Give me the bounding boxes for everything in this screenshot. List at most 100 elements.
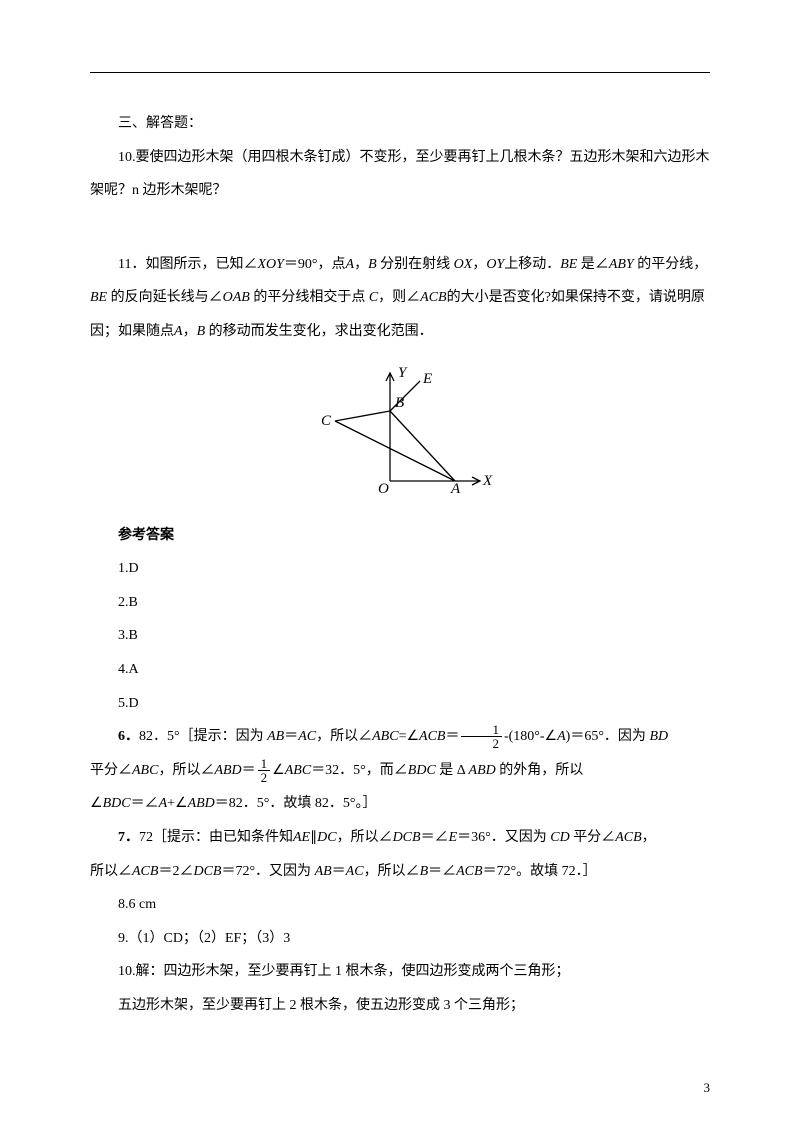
var: E xyxy=(449,830,458,845)
text: 是 Δ xyxy=(436,763,469,778)
var: A xyxy=(557,729,566,744)
var: DCB xyxy=(193,864,221,879)
text: ＝ xyxy=(445,729,459,744)
var-xoy: XOY xyxy=(257,257,283,272)
var: ACB xyxy=(419,729,445,744)
text: 平分∠ xyxy=(570,830,616,845)
geometry-figure: Y E B C O A X xyxy=(90,363,710,493)
var: AB xyxy=(315,864,332,879)
var-a2: A xyxy=(174,324,183,339)
text: ＝32．5°，而∠ xyxy=(311,763,408,778)
text: ，所以∠ xyxy=(158,763,214,778)
var: BDC xyxy=(103,796,131,811)
answer-6-num: 6． xyxy=(118,729,139,744)
var: ABC xyxy=(372,729,398,744)
label-c: C xyxy=(321,413,332,429)
answer-7-line1: 7．72［提示：由已知条件知AE∥DC，所以∠DCB＝∠E＝36°．又因为 CD… xyxy=(90,821,710,855)
text: 72［提示：由已知条件知 xyxy=(139,830,293,845)
var: AC xyxy=(298,729,316,744)
text: 的外角，所以 xyxy=(496,763,584,778)
text: ＝90°，点 xyxy=(284,257,346,272)
label-y: Y xyxy=(398,365,408,381)
var-acb: ACB xyxy=(420,290,446,305)
answer-10-line1: 10.解：四边形木架，至少要再钉上 1 根木条，使四边形变成两个三角形； xyxy=(90,955,710,989)
var-aby: ABY xyxy=(609,257,634,272)
answer-6-line1: 6．82．5°［提示：因为 AB＝AC，所以∠ABC=∠ACB＝12-(180°… xyxy=(90,720,710,754)
var-oab: OAB xyxy=(223,290,250,305)
text: 上移动． xyxy=(504,257,560,272)
answer-3: 3.B xyxy=(90,619,710,653)
question-10: 10.要使四边形木架（用四根木条钉成）不变形，至少要再钉上几根木条？五边形木架和… xyxy=(90,141,710,208)
var-c: C xyxy=(369,290,378,305)
text: ，所以∠ xyxy=(337,830,393,845)
var: AC xyxy=(346,864,364,879)
text: 的移动而发生变化，求出变化范围． xyxy=(205,324,433,339)
var: AE xyxy=(293,830,310,845)
text: =∠ xyxy=(399,729,419,744)
label-e: E xyxy=(422,371,432,387)
var: DCB xyxy=(393,830,421,845)
answer-9: 9.（1）CD；（2）EF；（3）3 xyxy=(90,922,710,956)
denominator: 2 xyxy=(258,771,271,784)
answer-8: 8.6 cm xyxy=(90,888,710,922)
text: ＝∠ xyxy=(421,830,449,845)
text: 11．如图所示，已知∠ xyxy=(118,257,257,272)
answer-4: 4.A xyxy=(90,653,710,687)
text: 分别在射线 xyxy=(377,257,454,272)
label-b: B xyxy=(395,395,404,411)
text: ＝∠ xyxy=(428,864,456,879)
var: ABD xyxy=(188,796,215,811)
text: ∠ xyxy=(90,796,103,811)
answer-2: 2.B xyxy=(90,586,710,620)
var-oy: OY xyxy=(486,257,504,272)
text: ＝36°．又因为 xyxy=(457,830,550,845)
text: 82．5°［提示：因为 xyxy=(139,729,267,744)
label-o: O xyxy=(378,481,389,493)
text: )＝65°．因为 xyxy=(566,729,650,744)
answer-7-line2: 所以∠ACB＝2∠DCB＝72°．又因为 AB＝AC，所以∠B＝∠ACB＝72°… xyxy=(90,855,710,889)
var: BDC xyxy=(408,763,436,778)
var-a: A xyxy=(346,257,355,272)
text: -(180°-∠ xyxy=(504,729,557,744)
text: ＝ xyxy=(284,729,298,744)
text: ＝72°．又因为 xyxy=(221,864,314,879)
question-11: 11．如图所示，已知∠XOY＝90°，点A，B 分别在射线 OX，OY上移动．B… xyxy=(90,248,710,349)
section-heading: 三、解答题： xyxy=(90,107,710,141)
text: ， xyxy=(354,257,368,272)
text: 是∠ xyxy=(577,257,609,272)
figure-svg: Y E B C O A X xyxy=(305,363,495,493)
var-b2: B xyxy=(197,324,206,339)
page-number: 3 xyxy=(704,1080,711,1096)
text: ， xyxy=(642,830,656,845)
answer-5: 5.D xyxy=(90,687,710,721)
var: B xyxy=(420,864,429,879)
numerator: 1 xyxy=(258,757,271,771)
label-x: X xyxy=(482,473,493,489)
answer-7-num: 7． xyxy=(118,830,139,845)
fraction: 12 xyxy=(258,757,271,784)
numerator: 1 xyxy=(461,723,502,737)
var-b: B xyxy=(368,257,377,272)
text: +∠ xyxy=(167,796,187,811)
var-be: BE xyxy=(560,257,577,272)
text: 的反向延长线与∠ xyxy=(107,290,223,305)
text: ∠ xyxy=(272,763,285,778)
var: DC xyxy=(317,830,336,845)
var: ABD xyxy=(469,763,496,778)
text: ＝ xyxy=(332,864,346,879)
var-ox: OX xyxy=(454,257,473,272)
var: AB xyxy=(267,729,284,744)
denominator: 2 xyxy=(461,737,502,750)
page: 三、解答题： 10.要使四边形木架（用四根木条钉成）不变形，至少要再钉上几根木条… xyxy=(0,0,800,1132)
label-a: A xyxy=(450,481,461,493)
text: 的平分线相交于点 xyxy=(250,290,369,305)
text: 所以∠ xyxy=(90,864,132,879)
text: ＝72°。故填 72．］ xyxy=(483,864,597,879)
text: ＝∠ xyxy=(131,796,159,811)
var: ABC xyxy=(132,763,158,778)
var: CD xyxy=(550,830,569,845)
text: ，所以∠ xyxy=(316,729,372,744)
var: ACB xyxy=(132,864,158,879)
text: ＝ xyxy=(242,763,256,778)
var: A xyxy=(159,796,168,811)
